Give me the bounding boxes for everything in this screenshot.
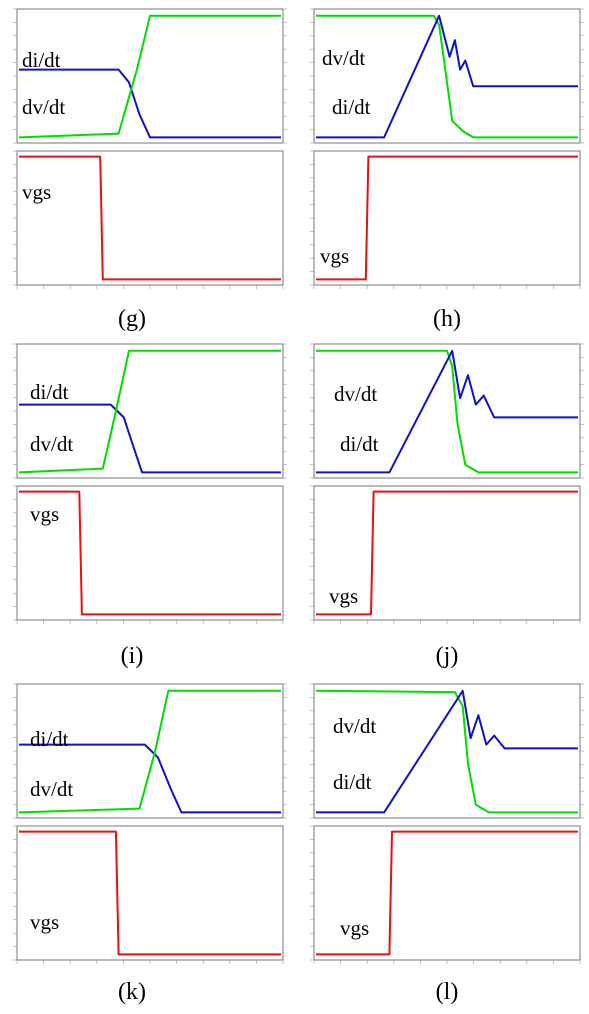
series-dv-dt-h	[316, 14, 578, 139]
chart-panel-h	[307, 5, 587, 300]
series-dv-dt-l	[315, 689, 578, 814]
caption-j: (j)	[435, 643, 459, 669]
series-di-dt-i	[19, 403, 281, 474]
label-g-vgs: vgs	[22, 180, 52, 204]
bottom-frame-k	[16, 825, 284, 961]
series-dv-dt-k	[18, 689, 281, 814]
series-vgs-k	[19, 830, 281, 956]
series-di-dt-g	[19, 68, 281, 139]
label-h-a: dv/dt	[322, 46, 366, 70]
top-frame-i	[16, 343, 284, 479]
series-vgs-j	[316, 490, 578, 616]
label-g-a: di/dt	[22, 48, 61, 72]
chart-svg-l	[310, 683, 584, 964]
chart-panel-i	[10, 340, 290, 635]
label-i-vgs: vgs	[30, 502, 60, 526]
chart-panel-g	[10, 5, 290, 300]
label-j-a: dv/dt	[334, 382, 378, 406]
series-di-dt-l	[316, 689, 578, 814]
bottom-frame-l	[313, 825, 581, 961]
caption-k: (k)	[118, 979, 146, 1005]
bottom-frame-g	[16, 150, 284, 286]
bottom-frame-h	[313, 150, 581, 286]
series-vgs-g	[19, 155, 281, 281]
chart-svg-j	[310, 343, 584, 624]
chart-panel-j	[307, 340, 587, 635]
label-j-b: di/dt	[340, 432, 379, 456]
label-h-vgs: vgs	[320, 244, 350, 268]
top-frame-g	[16, 8, 284, 144]
top-frame-l	[313, 683, 581, 819]
label-g-b: dv/dt	[22, 95, 66, 119]
chart-svg-i	[13, 343, 287, 624]
label-l-a: dv/dt	[333, 714, 377, 738]
label-k-a: di/dt	[30, 727, 69, 751]
chart-svg-g	[13, 8, 287, 289]
label-l-vgs: vgs	[340, 916, 370, 940]
label-j-vgs: vgs	[329, 584, 359, 608]
caption-l: (l)	[435, 979, 459, 1005]
caption-i: (i)	[120, 643, 144, 669]
chart-svg-h	[310, 8, 584, 289]
series-di-dt-h	[316, 14, 578, 139]
chart-svg-k	[13, 683, 287, 964]
label-h-b: di/dt	[332, 95, 371, 119]
caption-g: (g)	[118, 306, 146, 332]
chart-panel-k	[10, 680, 290, 975]
label-i-b: dv/dt	[30, 432, 74, 456]
series-vgs-i	[19, 490, 281, 616]
caption-h: (h)	[433, 306, 461, 332]
series-di-dt-j	[316, 349, 578, 474]
top-frame-j	[313, 343, 581, 479]
label-k-b: dv/dt	[30, 777, 74, 801]
series-di-dt-k	[19, 743, 281, 814]
label-i-a: di/dt	[30, 380, 69, 404]
series-vgs-h	[316, 155, 578, 281]
chart-panel-l	[307, 680, 587, 975]
label-k-vgs: vgs	[30, 910, 60, 934]
label-l-b: di/dt	[333, 770, 372, 794]
series-dv-dt-j	[316, 349, 578, 474]
series-dv-dt-g	[18, 14, 281, 139]
series-vgs-l	[316, 830, 578, 956]
series-dv-dt-i	[18, 349, 281, 474]
